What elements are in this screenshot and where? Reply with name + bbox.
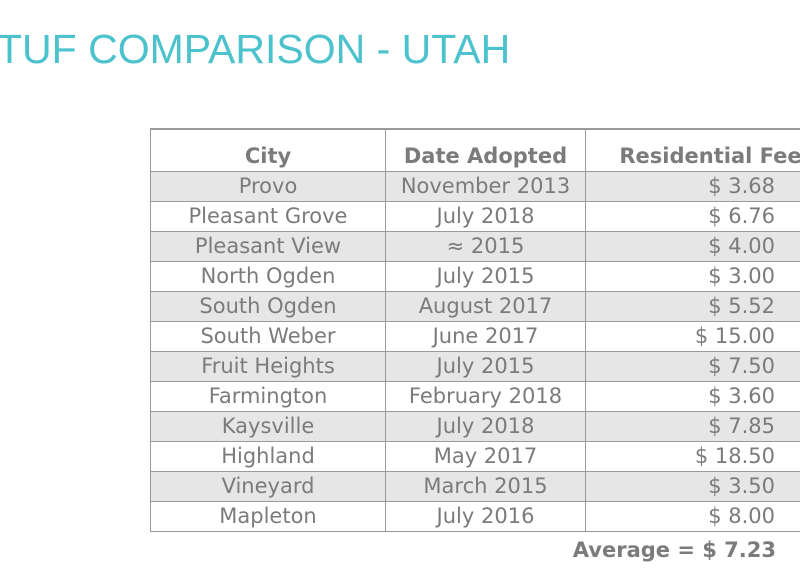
table-cell: North Ogden — [150, 261, 386, 292]
average: Average = $ 7.23 — [572, 538, 776, 562]
table-cell: $ 18.50 — [585, 441, 800, 472]
table-cell: $ 3.68 — [585, 171, 800, 202]
table-cell: Farmington — [150, 381, 386, 412]
header-row: City Date Adopted Residential Fee / — [150, 128, 800, 172]
table-body: Provo November 2013 $ 3.68 Pleasant Grove Ju… — [150, 171, 800, 532]
slide-title: TUF COMPARISON - UTAH — [0, 26, 511, 72]
table-cell: $ 6.76 — [585, 201, 800, 232]
table-container: City Date Adopted Residential Fee / Provo N… — [150, 128, 800, 532]
table-row: South Weber June 2017 $ 15.00 — [150, 321, 800, 352]
table-cell: $ 7.85 — [585, 411, 800, 442]
table-row: Mapleton July 2016 $ 8.00 — [150, 501, 800, 532]
table-row: Pleasant Grove July 2018 $ 6.76 — [150, 201, 800, 232]
table-cell: Mapleton — [150, 501, 386, 532]
table-cell: $ 5.52 — [585, 291, 800, 322]
table-cell: November 2013 — [385, 171, 586, 202]
table-cell: Vineyard — [150, 471, 386, 502]
table-cell: Highland — [150, 441, 386, 472]
table-cell: Pleasant Grove — [150, 201, 386, 232]
column-header: Residential Fee / — [585, 128, 800, 172]
table-row: Farmington February 2018 $ 3.60 — [150, 381, 800, 412]
table-cell: August 2017 — [385, 291, 586, 322]
table-row: Pleasant View ≈ 2015 $ 4.00 — [150, 231, 800, 262]
table-cell: July 2018 — [385, 411, 586, 442]
table-cell: Kaysville — [150, 411, 386, 442]
table-cell: Provo — [150, 171, 386, 202]
table-cell: ≈ 2015 — [385, 231, 586, 262]
table-row: North Ogden July 2015 $ 3.00 — [150, 261, 800, 292]
table-cell: $ 3.00 — [585, 261, 800, 292]
column-header: City — [150, 128, 386, 172]
table-cell: July 2018 — [385, 201, 586, 232]
table-cell: February 2018 — [385, 381, 586, 412]
table-cell: $ 7.50 — [585, 351, 800, 382]
table-row: Kaysville July 2018 $ 7.85 — [150, 411, 800, 442]
table-row: Vineyard March 2015 $ 3.50 — [150, 471, 800, 502]
fee-table: City Date Adopted Residential Fee / Provo N… — [150, 128, 800, 532]
table-cell: March 2015 — [385, 471, 586, 502]
column-header: Date Adopted — [385, 128, 586, 172]
table-cell: July 2015 — [385, 351, 586, 382]
table-cell: July 2016 — [385, 501, 586, 532]
table-cell: $ 3.60 — [585, 381, 800, 412]
table-cell: June 2017 — [385, 321, 586, 352]
table-cell: May 2017 — [385, 441, 586, 472]
table-row: Highland May 2017 $ 18.50 — [150, 441, 800, 472]
table-cell: $ 3.50 — [585, 471, 800, 502]
table-row: Fruit Heights July 2015 $ 7.50 — [150, 351, 800, 382]
table-row: South Ogden August 2017 $ 5.52 — [150, 291, 800, 322]
table-cell: $ 8.00 — [585, 501, 800, 532]
table-cell: South Ogden — [150, 291, 386, 322]
table-cell: South Weber — [150, 321, 386, 352]
table-cell: Pleasant View — [150, 231, 386, 262]
table-cell: $ 4.00 — [585, 231, 800, 262]
table-cell: July 2015 — [385, 261, 586, 292]
table-cell: Fruit Heights — [150, 351, 386, 382]
table-row: Provo November 2013 $ 3.68 — [150, 171, 800, 202]
table-cell: $ 15.00 — [585, 321, 800, 352]
